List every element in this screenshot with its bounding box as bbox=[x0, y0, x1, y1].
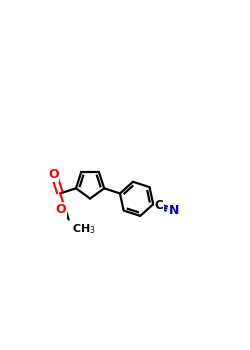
Text: C: C bbox=[154, 199, 163, 212]
Text: CH$_3$: CH$_3$ bbox=[72, 223, 96, 236]
Text: N: N bbox=[169, 204, 179, 217]
Text: O: O bbox=[56, 203, 66, 216]
Text: O: O bbox=[48, 168, 58, 181]
